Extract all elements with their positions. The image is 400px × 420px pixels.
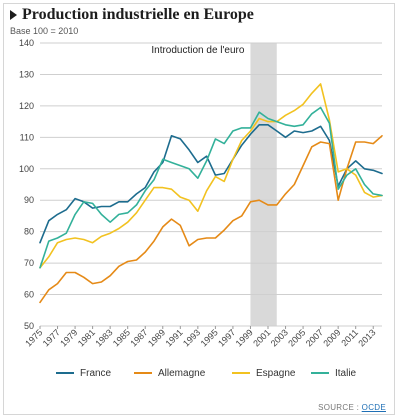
y-tick-label: 70 [24, 258, 34, 268]
x-tick-label: 1977 [41, 327, 62, 348]
x-tick-label: 2013 [356, 327, 377, 348]
legend-label-france: France [80, 368, 112, 379]
x-tick-label: 1993 [181, 327, 202, 348]
x-tick-label: 1985 [111, 327, 132, 348]
x-tick-label: 1989 [146, 327, 167, 348]
series-line-france [39, 124, 383, 244]
x-tick-label: 1991 [163, 327, 184, 348]
source-link[interactable]: OCDE [361, 403, 386, 412]
x-tick-label: 1995 [199, 327, 220, 348]
legend-label-italie: Italie [335, 368, 357, 379]
chart-subtitle: Base 100 = 2010 [10, 26, 79, 36]
x-tick-label: 2003 [269, 327, 290, 348]
y-tick-label: 90 [24, 195, 34, 205]
x-tick-label: 2001 [251, 327, 272, 348]
x-tick-label: 1983 [93, 327, 114, 348]
series-line-allemagne [39, 135, 383, 304]
series-line-italie [39, 106, 383, 269]
x-tick-label: 1987 [128, 327, 149, 348]
euro-highlight-band [250, 43, 277, 326]
series-line-espagne [39, 83, 383, 269]
y-tick-label: 60 [24, 290, 34, 300]
x-tick-label: 2007 [304, 327, 325, 348]
legend-label-allemagne: Allemagne [158, 368, 206, 379]
x-tick-label: 2005 [286, 327, 307, 348]
y-tick-label: 80 [24, 227, 34, 237]
y-tick-label: 100 [19, 164, 34, 174]
y-tick-label: 110 [20, 132, 34, 142]
x-tick-label: 1997 [216, 327, 237, 348]
x-tick-label: 1979 [58, 327, 79, 348]
legend-label-espagne: Espagne [256, 368, 296, 379]
x-tick-label: 2011 [339, 327, 360, 348]
y-tick-label: 120 [19, 101, 34, 111]
title-row: Production industrielle en Europe [10, 6, 254, 24]
source-credit: SOURCE : OCDE [318, 403, 386, 412]
y-tick-label: 140 [19, 38, 34, 48]
x-tick-label: 1981 [76, 327, 97, 348]
triangle-marker-icon [10, 10, 17, 20]
source-label: SOURCE : [318, 403, 362, 412]
x-tick-label: 1999 [234, 327, 255, 348]
y-tick-label: 50 [24, 321, 34, 331]
y-tick-label: 130 [19, 69, 34, 79]
chart-title: Production industrielle en Europe [22, 6, 254, 23]
x-tick-label: 2009 [321, 327, 342, 348]
euro-highlight-label: Introduction de l'euro [151, 45, 245, 56]
